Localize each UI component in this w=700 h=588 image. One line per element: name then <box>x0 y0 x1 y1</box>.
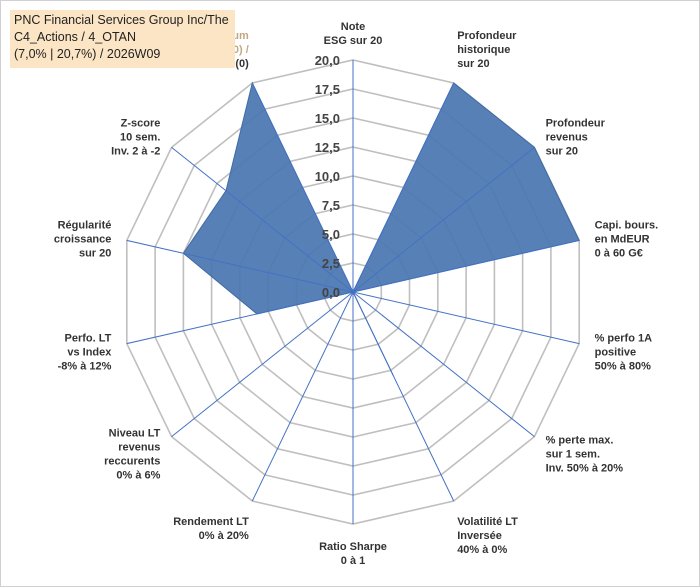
axis-label-line: % perte max. <box>546 434 614 446</box>
axis-label-line: Volatilité LT <box>457 516 518 528</box>
axis-label-7: Ratio Sharpe 0 à 1 <box>319 541 387 567</box>
chart-title-box: PNC Financial Services Group Inc/The C4_… <box>10 10 235 68</box>
spoke-11 <box>126 239 354 293</box>
spoke-2 <box>352 147 535 293</box>
axis-label-line: Ratio Sharpe <box>319 541 387 553</box>
axis-label-line: positive <box>595 347 637 359</box>
axis-label-5: % perte max. sur 1 sem. Inv. 50% à 20% <box>546 434 624 474</box>
axis-label-line: Z-score <box>121 118 161 130</box>
axis-label-line: en MdEUR <box>595 234 650 246</box>
axis-label-6: Volatilité LT Inversée 40% à 0% <box>457 516 518 556</box>
tick-label: 15,0 <box>315 111 340 126</box>
spoke-8 <box>251 291 354 502</box>
spoke-4 <box>352 291 580 345</box>
tick-label: 2,5 <box>322 256 340 271</box>
tick-label: 5,0 <box>322 227 340 242</box>
axis-label-line: revenus <box>118 441 160 453</box>
axis-label-12: Z-score 10 sem. Inv. 2 à -2 <box>111 118 160 158</box>
axis-label-line: 0 à 1 <box>341 555 365 567</box>
axis-label-line: Profondeur <box>546 118 606 130</box>
axis-label-2: Profondeur revenus sur 20 <box>546 118 606 158</box>
axis-label-line: Perfo. LT <box>65 333 112 345</box>
axis-label-line: croissance <box>54 234 111 246</box>
axis-label-line: revenus <box>546 132 588 144</box>
radar-spokes <box>126 60 580 524</box>
axis-label-line: vs Index <box>67 347 112 359</box>
spoke-10 <box>126 291 354 345</box>
tick-label: 20,0 <box>315 53 340 68</box>
axis-label-1: Profondeur historique sur 20 <box>457 30 517 70</box>
chart-title-line-3: (7,0% | 20,7%) / 2026W09 <box>14 47 161 61</box>
axis-label-11: Régularité croissance sur 20 <box>54 220 111 260</box>
axis-label-line: Inv. 50% à 20% <box>546 462 624 474</box>
axis-label-line: Profondeur <box>457 30 517 42</box>
axis-label-line: Niveau LT <box>109 427 161 439</box>
radar-series <box>182 81 580 376</box>
axis-label-4: % perfo 1A positive 50% à 80% <box>595 333 653 373</box>
spoke-5 <box>352 291 535 437</box>
tick-label: 17,5 <box>315 82 340 97</box>
spoke-12 <box>171 147 354 293</box>
chart-title-line-1: PNC Financial Services Group Inc/The <box>14 13 229 27</box>
axis-label-line: Régularité <box>58 220 112 232</box>
axis-label-line: sur 1 sem. <box>546 448 600 460</box>
axis-label-line: 40% à 0% <box>457 544 507 556</box>
axis-label-line: Capi. bours. <box>595 220 659 232</box>
axis-label-line: sur 20 <box>546 146 578 158</box>
axis-label-line: reccurents <box>104 455 160 467</box>
axis-label-line: sur 20 <box>457 58 489 70</box>
axis-label-line: 50% à 80% <box>595 361 651 373</box>
axis-label-3: Capi. bours. en MdEUR 0 à 60 G€ <box>595 220 659 260</box>
axis-label-line: -8% à 12% <box>58 361 112 373</box>
spoke-6 <box>352 291 455 502</box>
axis-label-line: % perfo 1A <box>595 333 653 345</box>
tick-label: 10,0 <box>315 169 340 184</box>
axis-label-line: 0% à 6% <box>116 469 160 481</box>
axis-label-0: Note ESG sur 20 <box>324 21 383 47</box>
axis-label-line: Rendement LT <box>173 516 249 528</box>
axis-label-line: 0 à 60 G€ <box>595 248 643 260</box>
axis-label-8: Rendement LT 0% à 20% <box>173 516 249 542</box>
spoke-1 <box>352 82 455 293</box>
axis-label-line: ESG sur 20 <box>324 35 383 47</box>
tick-label: 0,0 <box>322 285 340 300</box>
axis-label-line: Inversée <box>457 530 502 542</box>
axis-label-line: 10 sem. <box>120 132 160 144</box>
axis-label-line: Note <box>341 21 365 33</box>
spoke-9 <box>171 291 354 437</box>
spoke-3 <box>352 239 580 293</box>
axis-label-line: Inv. 2 à -2 <box>111 146 160 158</box>
axis-label-9: Niveau LT revenus reccurents 0% à 6% <box>104 427 161 481</box>
tick-label: 7,5 <box>322 198 340 213</box>
series-polygon <box>182 81 580 376</box>
axis-label-line: 0% à 20% <box>199 530 249 542</box>
axis-label-line: sur 20 <box>79 248 111 260</box>
spoke-13 <box>251 82 354 293</box>
radar-tick-labels: 0,0 2,5 5,0 7,5 10,0 12,5 15,0 17,5 20,0 <box>315 53 340 300</box>
axis-label-line: historique <box>457 44 510 56</box>
tick-label: 12,5 <box>315 140 340 155</box>
axis-label-10: Perfo. LT vs Index -8% à 12% <box>58 333 113 373</box>
chart-title-line-2: C4_Actions / 4_OTAN <box>14 30 137 44</box>
